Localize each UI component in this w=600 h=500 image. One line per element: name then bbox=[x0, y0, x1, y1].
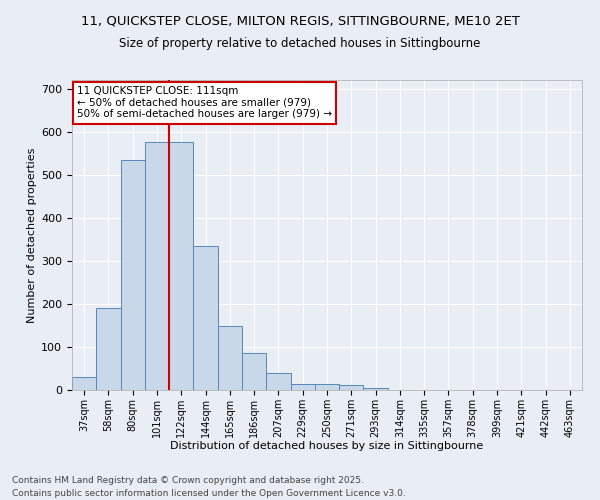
Y-axis label: Number of detached properties: Number of detached properties bbox=[27, 148, 37, 322]
Text: 11 QUICKSTEP CLOSE: 111sqm
← 50% of detached houses are smaller (979)
50% of sem: 11 QUICKSTEP CLOSE: 111sqm ← 50% of deta… bbox=[77, 86, 332, 120]
Bar bbox=[145, 142, 169, 390]
Bar bbox=[169, 142, 193, 390]
Text: Contains public sector information licensed under the Open Government Licence v3: Contains public sector information licen… bbox=[12, 488, 406, 498]
Bar bbox=[290, 384, 315, 390]
X-axis label: Distribution of detached houses by size in Sittingbourne: Distribution of detached houses by size … bbox=[170, 441, 484, 451]
Bar bbox=[121, 160, 145, 390]
Text: 11, QUICKSTEP CLOSE, MILTON REGIS, SITTINGBOURNE, ME10 2ET: 11, QUICKSTEP CLOSE, MILTON REGIS, SITTI… bbox=[80, 15, 520, 28]
Text: Contains HM Land Registry data © Crown copyright and database right 2025.: Contains HM Land Registry data © Crown c… bbox=[12, 476, 364, 485]
Bar bbox=[242, 354, 266, 390]
Bar bbox=[315, 384, 339, 390]
Text: Size of property relative to detached houses in Sittingbourne: Size of property relative to detached ho… bbox=[119, 38, 481, 51]
Bar bbox=[339, 386, 364, 390]
Bar bbox=[96, 308, 121, 390]
Bar bbox=[364, 388, 388, 390]
Bar bbox=[72, 377, 96, 390]
Bar bbox=[266, 373, 290, 390]
Bar bbox=[193, 246, 218, 390]
Bar bbox=[218, 326, 242, 390]
